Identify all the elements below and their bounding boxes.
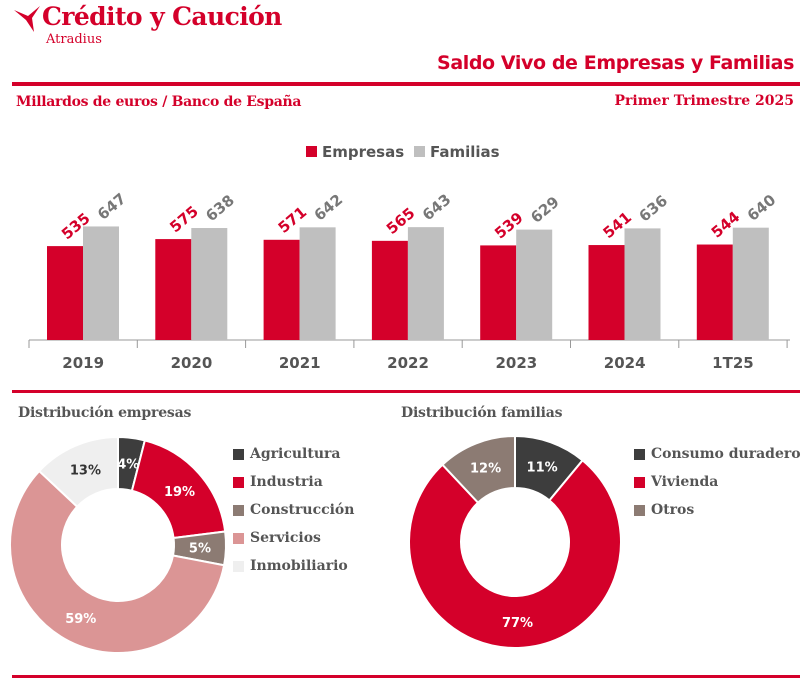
legend-swatch	[233, 448, 244, 460]
x-tick-label: 2024	[604, 354, 646, 372]
legend-label: Industria	[250, 474, 323, 490]
legend-label-familias: Familias	[430, 143, 500, 161]
footer-divider	[12, 675, 800, 678]
bar-empresas	[155, 239, 192, 340]
legend-swatch	[634, 504, 645, 516]
slice-label: 13%	[70, 464, 101, 479]
slice-label: 5%	[189, 542, 211, 557]
x-tick-label: 2023	[495, 354, 537, 372]
slice-label: 77%	[502, 616, 533, 631]
bar-familias	[516, 229, 553, 340]
header-divider	[12, 82, 800, 86]
slice-vivienda	[408, 458, 622, 649]
slice-label: 11%	[527, 461, 558, 476]
x-tick-label: 2021	[279, 354, 321, 372]
period-label: Primer Trimestre 2025	[614, 93, 794, 109]
bar-familias	[83, 226, 119, 340]
legend-label: Consumo duradero	[651, 446, 801, 462]
brand-mark-icon	[14, 6, 40, 32]
bar-familias	[624, 228, 661, 340]
legend-swatch	[634, 476, 645, 488]
slice-label: 59%	[65, 612, 96, 627]
bar-empresas	[371, 240, 408, 340]
data-label-familias: 638	[202, 191, 238, 225]
section-divider	[12, 390, 800, 393]
legend-item-vivienda: Vivienda	[634, 474, 718, 490]
legend-label: Agricultura	[250, 446, 341, 462]
bar-familias	[299, 227, 336, 340]
x-tick-label: 2019	[62, 354, 104, 372]
x-tick-label: 2020	[171, 354, 213, 372]
brand-logo	[12, 4, 42, 38]
legend-label: Inmobiliario	[250, 558, 348, 574]
slice-label: 12%	[470, 462, 501, 477]
data-label-familias: 636	[636, 192, 672, 226]
legend-label: Vivienda	[651, 474, 719, 490]
legend-label: Construcción	[250, 502, 355, 518]
legend-swatch-empresas	[306, 146, 317, 157]
data-label-familias: 640	[744, 191, 780, 225]
x-tick-label: 2022	[387, 354, 429, 372]
legend-item-consumo-duradero: Consumo duradero	[634, 446, 801, 462]
page-title: Saldo Vivo de Empresas y Familias	[437, 52, 794, 74]
legend-label-empresas: Empresas	[322, 143, 404, 161]
legend-swatch	[233, 560, 244, 572]
legend-item-inmobiliario: Inmobiliario	[233, 558, 348, 574]
familias-donut-chart: 11% 77% 12%	[408, 435, 622, 649]
legend-item-agricultura: Agricultura	[233, 446, 340, 462]
legend-label: Servicios	[250, 530, 321, 546]
familias-title: Distribución familias	[401, 405, 563, 421]
bar-familias	[407, 227, 444, 340]
slice-inmobiliario	[37, 435, 119, 509]
legend-item-industria: Industria	[233, 474, 323, 490]
bar-empresas	[480, 245, 517, 340]
bar-empresas	[263, 239, 300, 340]
data-label-familias: 643	[419, 190, 455, 224]
slice-servicios	[9, 469, 226, 654]
legend-label: Otros	[651, 502, 695, 518]
bar-empresas	[588, 245, 625, 340]
brand-subtitle: Atradius	[46, 32, 102, 47]
data-label-familias: 642	[311, 190, 347, 224]
bar-empresas	[696, 244, 733, 340]
x-tick-label: 1T25	[712, 354, 754, 372]
slice-label: 4%	[117, 458, 139, 473]
data-label-familias: 629	[527, 193, 563, 227]
legend-swatch	[233, 532, 244, 544]
bar-familias	[191, 228, 228, 340]
legend-swatch	[634, 448, 645, 460]
legend-item-construcción: Construcción	[233, 502, 354, 518]
empresas-donut-chart: 4% 19% 5% 59% 13%	[9, 435, 227, 654]
brand-name: Crédito y Caución	[42, 2, 282, 31]
legend-item-servicios: Servicios	[233, 530, 321, 546]
legend-swatch	[233, 476, 244, 488]
data-label-familias: 647	[94, 190, 130, 224]
units-label: Millardos de euros / Banco de España	[16, 94, 302, 110]
slice-otros	[441, 435, 516, 505]
slice-label: 19%	[164, 485, 195, 500]
bar-empresas	[47, 246, 83, 340]
legend-swatch	[233, 504, 244, 516]
legend-item-otros: Otros	[634, 502, 694, 518]
bar-familias	[732, 227, 769, 340]
empresas-title: Distribución empresas	[18, 405, 192, 421]
legend-swatch-familias	[414, 146, 425, 157]
